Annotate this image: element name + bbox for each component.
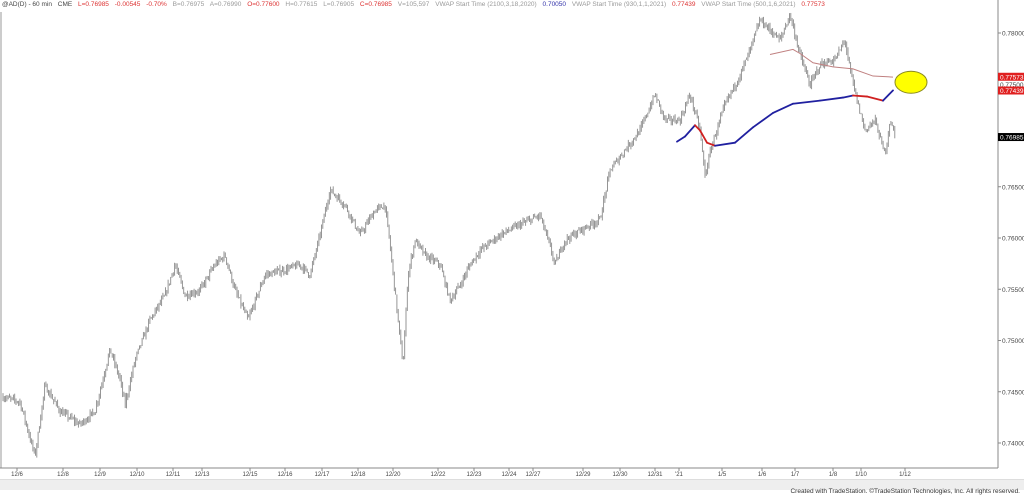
- x-tick-label: 12/27: [525, 472, 541, 478]
- open: O=0.77600: [247, 1, 280, 8]
- vwap1-value: 0.70050: [542, 1, 567, 8]
- vwap-2021-01-01-segment: [694, 124, 701, 132]
- y-tick-label: 0.75500: [1002, 287, 1024, 294]
- low: L=0.76905: [323, 1, 355, 8]
- price-label: 0.76985: [1000, 135, 1024, 142]
- vwap-2021-01-01-segment: [676, 135, 686, 143]
- x-tick-label: 1/8: [829, 472, 838, 478]
- y-tick-label: 0.75000: [1002, 338, 1024, 345]
- x-tick-label: 12/6: [11, 472, 23, 478]
- vwap-2021-01-01-segment: [842, 94, 854, 99]
- x-tick-label: 1/12: [899, 472, 911, 478]
- x-tick-label: 12/11: [166, 472, 181, 478]
- x-tick-label: 12/17: [314, 472, 330, 478]
- x-tick-label: 12/31: [647, 472, 663, 478]
- vwap-2021-01-01-segment: [684, 124, 696, 138]
- y-tick-label: 0.74500: [1002, 389, 1024, 396]
- close: C=0.76985: [359, 1, 392, 8]
- volume: V=105,597: [397, 1, 430, 8]
- exchange: CME: [57, 1, 73, 8]
- vwap-2021-01-06-line: [769, 48, 894, 78]
- x-tick-label: 12/13: [194, 472, 210, 478]
- price-label: 0.77439: [1000, 88, 1024, 95]
- y-tick-label: 0.76000: [1002, 236, 1024, 243]
- vwap-2021-01-01-segment: [752, 112, 774, 129]
- price-chart[interactable]: 0.78000 0.76500 0.76000 0.75500 0.75000 0.745…: [0, 0, 1024, 480]
- last-price: L=0.76985: [78, 1, 109, 8]
- vwap-2021-01-01-segment: [852, 94, 868, 98]
- yellow-ellipse-annotation: [894, 70, 928, 94]
- pct-change: -0.70%: [146, 1, 167, 8]
- y-tick-label: 0.78000: [1002, 31, 1024, 38]
- vwap-2021-01-01-segment: [772, 102, 794, 114]
- ask: A=0.76990: [209, 1, 242, 8]
- x-tick-label: 12/9: [94, 472, 106, 478]
- x-tick-label: 1/7: [791, 472, 800, 478]
- x-tick-label: 12/18: [350, 472, 366, 478]
- price-label: 0.77500: [1000, 82, 1024, 89]
- x-tick-label: 12/23: [466, 472, 482, 478]
- vwap-2021-01-01-segment: [792, 99, 821, 105]
- vwap3-value: 0.77573: [801, 1, 825, 8]
- vwap-2021-01-01-segment: [882, 89, 894, 102]
- vwap-2021-01-01-segment: [734, 126, 754, 144]
- x-axis: 12/6 12/8 12/9 12/10 12/11 12/13 12/15 12/16 12/…: [0, 467, 998, 478]
- x-tick-label: 12/22: [430, 472, 446, 478]
- x-tick-label: 12/20: [385, 472, 401, 478]
- vwap2-value: 0.77439: [671, 1, 696, 8]
- horizontal-scrollbar[interactable]: [0, 479, 1024, 490]
- bid: B=0.76975: [172, 1, 205, 8]
- x-tick-label: 12/15: [242, 472, 258, 478]
- chart-header: @AD(D) - 60 min CME L=0.76985 -0.00545 -…: [2, 1, 829, 8]
- price-label-box: [998, 72, 1024, 81]
- vwap-2021-01-01-segment: [819, 96, 844, 102]
- net-change: -0.00545: [114, 1, 141, 8]
- x-tick-label: 12/29: [575, 472, 591, 478]
- y-tick-label: 0.76500: [1002, 184, 1024, 191]
- vwap-2021-01-01-segment: [866, 95, 884, 102]
- price-label: 0.77573: [1000, 74, 1024, 81]
- x-tick-label: 12/30: [612, 472, 628, 478]
- price-bars: [2, 12, 896, 458]
- x-tick-label: 1/5: [718, 472, 727, 478]
- vwap-2021-01-01-segment: [706, 141, 716, 147]
- x-tick-label: 1/10: [855, 472, 867, 478]
- high: H=0.77615: [285, 1, 318, 8]
- vwap1-label: VWAP Start Time (2100,3,18,2020): [435, 1, 537, 8]
- price-label-box: [998, 86, 1024, 95]
- vwap3-label: VWAP Start Time (500,1,6,2021): [701, 1, 796, 8]
- x-tick-label: 12/16: [277, 472, 293, 478]
- x-tick-label: 1/6: [758, 472, 767, 478]
- y-axis: 0.78000 0.76500 0.76000 0.75500 0.75000 0.745…: [0, 0, 1024, 468]
- x-tick-label: 12/8: [57, 472, 69, 478]
- symbol: @AD(D) - 60 min: [2, 1, 52, 8]
- vwap-2021-01-01-segment: [699, 129, 708, 144]
- price-label-box: [998, 133, 1024, 142]
- x-tick-label: '21: [675, 472, 683, 478]
- vwap2-label: VWAP Start Time (930,1,1,2021): [571, 1, 667, 8]
- vwap-2021-01-01-segment: [714, 141, 736, 147]
- x-tick-label: 12/10: [129, 472, 145, 478]
- y-tick-label: 0.74000: [1002, 441, 1024, 448]
- footer-copyright: Created with TradeStation. ©TradeStation…: [790, 488, 1020, 495]
- vwap-lines: [676, 48, 928, 147]
- x-tick-label: 12/24: [501, 472, 517, 478]
